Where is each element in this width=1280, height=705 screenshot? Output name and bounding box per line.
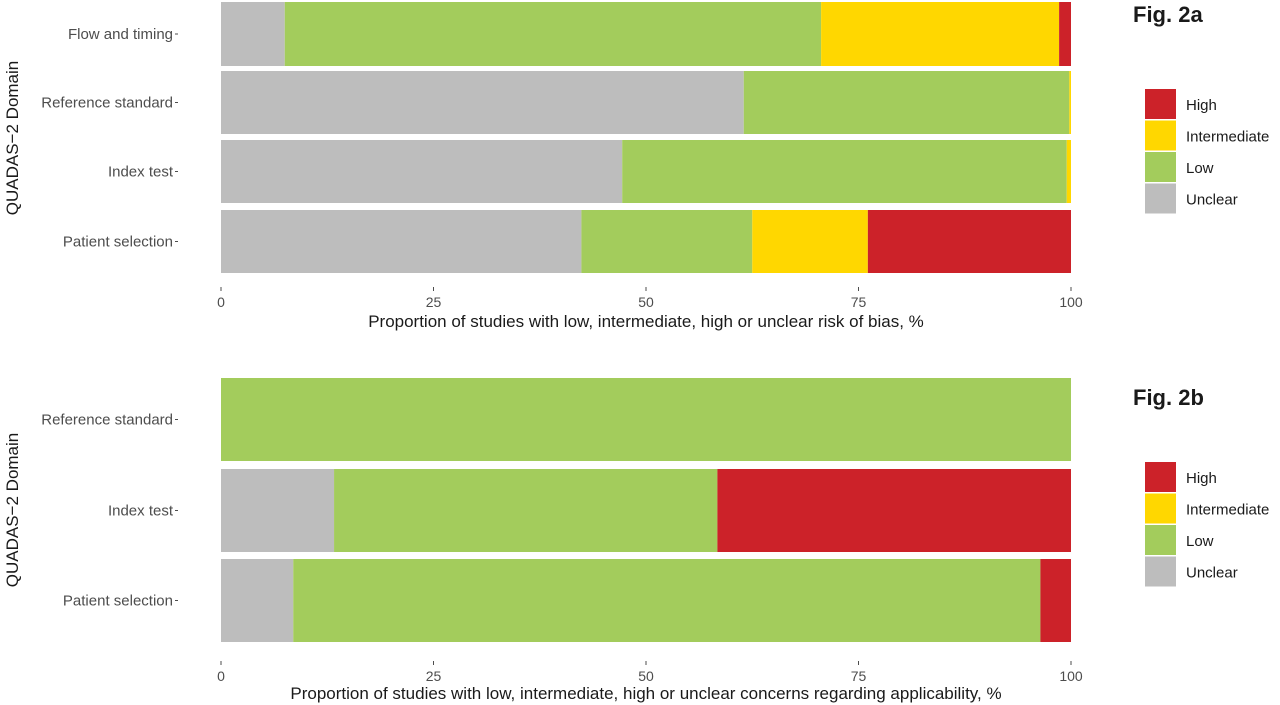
panel-a-bar-unclear xyxy=(221,140,623,203)
panel-b-x-tick-label: 100 xyxy=(1059,668,1083,684)
panel-a-bar-intermediate xyxy=(1066,140,1071,203)
panel-a-category-label: Patient selection xyxy=(63,234,173,251)
panel-a-legend-swatch-low xyxy=(1145,152,1176,182)
panel-a-x-tick-label: 25 xyxy=(426,294,442,310)
panel-a-x-tick-label: 0 xyxy=(217,294,225,310)
panel-b-legend-label: High xyxy=(1186,470,1217,487)
panel-b-legend-label: Unclear xyxy=(1186,565,1238,582)
panel-a-bar-low xyxy=(622,140,1067,203)
panel-b-legend-swatch-intermediate xyxy=(1145,493,1176,524)
panel-b-x-tick-label: 0 xyxy=(217,668,225,684)
panel-b-category-label: Reference standard xyxy=(41,412,173,429)
panel-a-bar-high xyxy=(1059,2,1071,66)
panel-a-bar-unclear xyxy=(221,71,744,134)
panel-a-x-tick-label: 50 xyxy=(638,294,654,310)
panel-b-bar-low xyxy=(221,378,1071,461)
panel-b-bar-high xyxy=(1040,559,1071,642)
panel-b-legend-label: Intermediate xyxy=(1186,502,1269,519)
panel-a-bar-unclear xyxy=(221,210,582,273)
panel-a-bar-unclear xyxy=(221,2,285,66)
panel-b-bar-low xyxy=(293,559,1041,642)
panel-b-legend-label: Low xyxy=(1186,533,1214,550)
panel-b-bar-unclear xyxy=(221,469,335,552)
panel-a-category-label: Index test xyxy=(108,164,174,181)
panel-a-legend-label: Intermediate xyxy=(1186,129,1269,146)
panel-a-bar-intermediate xyxy=(1069,71,1071,134)
panel-a-fig-label: Fig. 2a xyxy=(1133,2,1203,27)
panel-a-bar-intermediate xyxy=(752,210,868,273)
panel-a-legend-label: Low xyxy=(1186,160,1214,177)
panel-b-category-label: Index test xyxy=(108,503,174,520)
panel-a-bar-high xyxy=(867,210,1071,273)
panel-b-x-tick-label: 75 xyxy=(851,668,867,684)
panel-a-category-label: Reference standard xyxy=(41,95,173,112)
panel-b-x-tick-label: 25 xyxy=(426,668,442,684)
panel-b-category-label: Patient selection xyxy=(63,593,173,610)
panel-b-bar-high xyxy=(717,469,1071,552)
panel-a-legend-swatch-unclear xyxy=(1145,183,1176,214)
panel-a-legend-swatch-high xyxy=(1145,89,1176,119)
panel-a-x-tick-label: 75 xyxy=(851,294,867,310)
panel-b-bar-unclear xyxy=(221,559,294,642)
panel-a-bar-low xyxy=(743,71,1070,134)
panel-b-legend-swatch-low xyxy=(1145,525,1176,555)
panel-a-x-axis-title: Proportion of studies with low, intermed… xyxy=(368,312,924,331)
panel-a-legend-label: Unclear xyxy=(1186,192,1238,209)
panel-b-legend-swatch-high xyxy=(1145,462,1176,492)
panel-a-legend-label: High xyxy=(1186,97,1217,114)
panel-a-y-axis-title: QUADAS−2 Domain xyxy=(3,61,22,215)
panel-b-y-axis-title: QUADAS−2 Domain xyxy=(3,433,22,587)
panel-a-bar-low xyxy=(581,210,753,273)
panel-b-legend-swatch-unclear xyxy=(1145,556,1176,587)
panel-a-legend-swatch-intermediate xyxy=(1145,120,1176,151)
panel-a-bar-intermediate xyxy=(821,2,1060,66)
panel-a-category-label: Flow and timing xyxy=(68,26,173,43)
panel-a-bar-low xyxy=(284,2,822,66)
panel-b-fig-label: Fig. 2b xyxy=(1133,385,1204,410)
panel-b-x-axis-title: Proportion of studies with low, intermed… xyxy=(290,684,1001,703)
panel-b-bar-low xyxy=(334,469,718,552)
panel-a-x-tick-label: 100 xyxy=(1059,294,1083,310)
panel-b-x-tick-label: 50 xyxy=(638,668,654,684)
